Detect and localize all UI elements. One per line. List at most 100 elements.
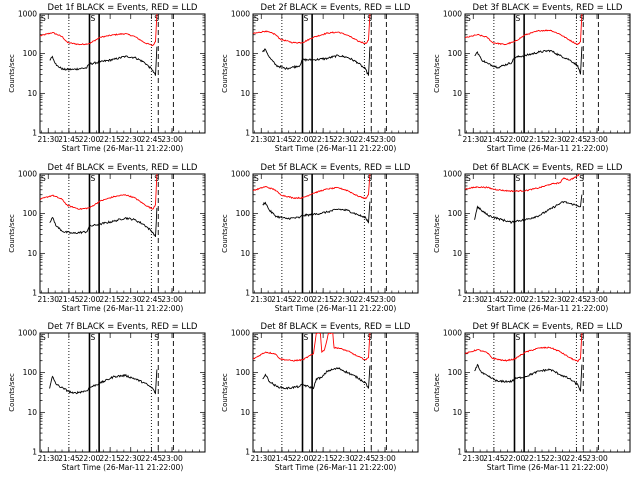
x-tick-label: 22:45 — [141, 454, 163, 463]
y-tick-label: 1000 — [443, 170, 462, 179]
flag-label: S — [91, 174, 96, 183]
x-tick-label: 21:45 — [271, 135, 293, 144]
x-tick-label: 21:45 — [58, 454, 80, 463]
events-series-line — [262, 46, 371, 76]
y-tick-label: 10 — [240, 89, 250, 98]
x-tick-label: 22:00 — [292, 454, 314, 463]
x-tick-label: 22:15 — [524, 135, 546, 144]
y-tick-label: 10 — [240, 408, 250, 417]
panel-data — [465, 174, 583, 225]
panel-title: Det 4f BLACK = Events, RED = LLD — [48, 163, 198, 173]
y-tick-label: 1000 — [18, 170, 37, 179]
x-tick-label: 21:45 — [58, 135, 80, 144]
flag-label: S — [516, 174, 521, 183]
events-series-line — [474, 46, 583, 75]
lld-series-line — [465, 333, 583, 363]
panel-title: Det 5f BLACK = Events, RED = LLD — [261, 163, 411, 173]
x-tick-label: 22:15 — [99, 454, 121, 463]
flag-label: S — [304, 174, 309, 183]
plot-frame — [464, 173, 631, 294]
flag-label: S — [254, 14, 259, 23]
y-tick-label: 1000 — [231, 329, 250, 338]
y-tick-label: 1 — [457, 448, 462, 457]
x-tick-label: 22:30 — [545, 135, 567, 144]
flag-label: S — [41, 14, 46, 23]
x-tick-label: 22:15 — [312, 295, 334, 304]
x-tick-label: 22:30 — [333, 295, 355, 304]
x-tick-label: 22:00 — [79, 454, 101, 463]
x-axis-label: Start Time (26-Mar-11 21:22:00) — [275, 144, 397, 153]
x-tick-label: 23:00 — [374, 454, 396, 463]
panel-title: Det 6f BLACK = Events, RED = LLD — [473, 163, 623, 173]
flag-label: S — [304, 333, 309, 342]
events-series-line — [262, 201, 371, 224]
lld-series-line — [40, 14, 158, 47]
plot-frame — [252, 173, 419, 294]
panel-data — [465, 333, 583, 393]
x-tick-label: 22:45 — [354, 454, 376, 463]
plot-frame — [39, 13, 206, 134]
x-axis-label: Start Time (26-Mar-11 21:22:00) — [62, 463, 184, 472]
y-tick-label: 100 — [236, 209, 251, 218]
y-axis-label: Counts/sec — [8, 214, 16, 253]
panel-data — [253, 174, 371, 224]
flag-label: S — [304, 14, 309, 23]
y-tick-label: 1 — [245, 448, 250, 457]
x-tick-label: 22:45 — [354, 295, 376, 304]
x-tick-label: 21:45 — [271, 295, 293, 304]
panel-5: Det 5f BLACK = Events, RED = LLD 1 10 100 10… — [221, 163, 419, 313]
y-tick-label: 1 — [245, 289, 250, 298]
lld-series-line — [253, 333, 371, 362]
x-tick-label: 21:45 — [483, 454, 505, 463]
y-tick-label: 1000 — [18, 10, 37, 19]
x-axis-label: Start Time (26-Mar-11 21:22:00) — [487, 463, 609, 472]
panel-data — [465, 14, 583, 75]
x-axis-label: Start Time (26-Mar-11 21:22:00) — [487, 144, 609, 153]
x-tick-label: 22:30 — [333, 135, 355, 144]
flag-label: S — [466, 333, 471, 342]
flag-label: S — [516, 14, 521, 23]
x-tick-label: 21:45 — [483, 135, 505, 144]
events-series-line — [49, 46, 158, 76]
panel-data — [40, 14, 158, 76]
x-tick-label: 22:15 — [524, 454, 546, 463]
x-tick-label: 23:00 — [586, 454, 608, 463]
y-tick-label: 1000 — [443, 329, 462, 338]
x-tick-label: 22:30 — [120, 295, 142, 304]
flag-label: S — [466, 14, 471, 23]
flag-label: S — [466, 174, 471, 183]
plot-frame — [39, 332, 206, 453]
panel-1: Det 1f BLACK = Events, RED = LLD 1 10 100 10… — [8, 3, 206, 153]
y-axis-label: Counts/sec — [221, 54, 229, 93]
y-tick-label: 1 — [245, 129, 250, 138]
x-tick-label: 21:30 — [250, 454, 272, 463]
y-tick-label: 100 — [236, 49, 251, 58]
y-axis-label: Counts/sec — [8, 373, 16, 412]
plot-frame — [252, 332, 419, 453]
panel-title: Det 9f BLACK = Events, RED = LLD — [473, 322, 623, 332]
x-axis-label: Start Time (26-Mar-11 21:22:00) — [275, 463, 397, 472]
y-axis-label: Counts/sec — [433, 54, 441, 93]
y-tick-label: 100 — [448, 49, 463, 58]
plot-frame — [252, 13, 419, 134]
y-tick-label: 1000 — [443, 10, 462, 19]
x-tick-label: 22:30 — [120, 454, 142, 463]
y-tick-label: 100 — [23, 368, 38, 377]
panel-data — [40, 174, 158, 238]
events-series-line — [49, 369, 158, 395]
x-tick-label: 22:00 — [504, 135, 526, 144]
x-tick-label: 22:00 — [79, 295, 101, 304]
x-tick-label: 22:45 — [566, 295, 588, 304]
flag-label: S — [41, 174, 46, 183]
x-tick-label: 21:30 — [37, 295, 59, 304]
panel-6: Det 6f BLACK = Events, RED = LLD 1 10 100 10… — [433, 163, 631, 313]
x-tick-label: 22:30 — [545, 295, 567, 304]
panel-data — [253, 333, 371, 390]
y-tick-label: 100 — [448, 209, 463, 218]
plot-frame — [464, 13, 631, 134]
x-tick-label: 21:30 — [250, 135, 272, 144]
flag-label: S — [254, 333, 259, 342]
x-tick-label: 22:30 — [545, 454, 567, 463]
panel-title: Det 2f BLACK = Events, RED = LLD — [261, 3, 411, 13]
y-tick-label: 10 — [452, 89, 462, 98]
